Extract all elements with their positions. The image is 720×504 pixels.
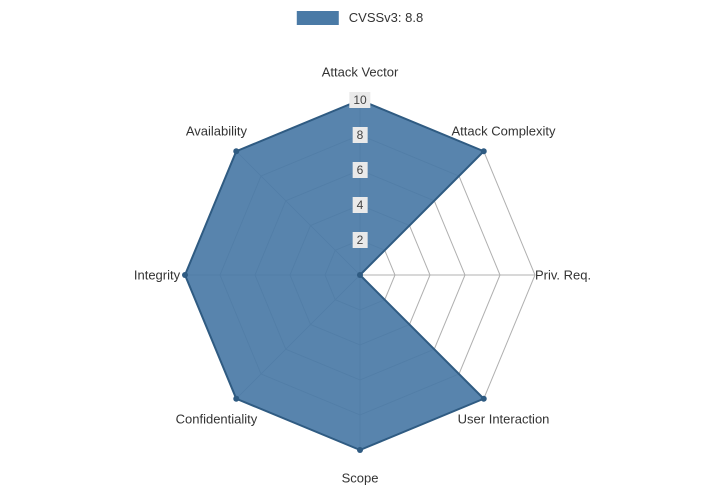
axis-label: Priv. Req.	[535, 268, 591, 283]
tick-label: 6	[353, 162, 368, 178]
legend: CVSSv3: 8.8	[297, 10, 423, 25]
legend-swatch	[297, 11, 339, 25]
radar-marker	[233, 396, 239, 402]
radar-marker	[233, 148, 239, 154]
axis-label: Attack Complexity	[452, 124, 556, 139]
radar-marker	[357, 272, 363, 278]
axis-label: User Interaction	[458, 411, 550, 426]
radar-marker	[182, 272, 188, 278]
axis-label: Availability	[186, 124, 247, 139]
tick-label: 10	[349, 92, 370, 108]
tick-label: 8	[353, 127, 368, 143]
axis-label: Integrity	[134, 268, 180, 283]
axis-label: Attack Vector	[322, 65, 399, 80]
axis-label: Confidentiality	[176, 411, 258, 426]
radar-chart: CVSSv3: 8.8 Attack Vector Attack Complexi…	[0, 0, 720, 504]
radar-marker	[481, 148, 487, 154]
legend-label: CVSSv3: 8.8	[349, 10, 423, 25]
tick-label: 4	[353, 197, 368, 213]
axis-label: Scope	[342, 471, 379, 486]
radar-marker	[481, 396, 487, 402]
radar-marker	[357, 447, 363, 453]
tick-label: 2	[353, 232, 368, 248]
